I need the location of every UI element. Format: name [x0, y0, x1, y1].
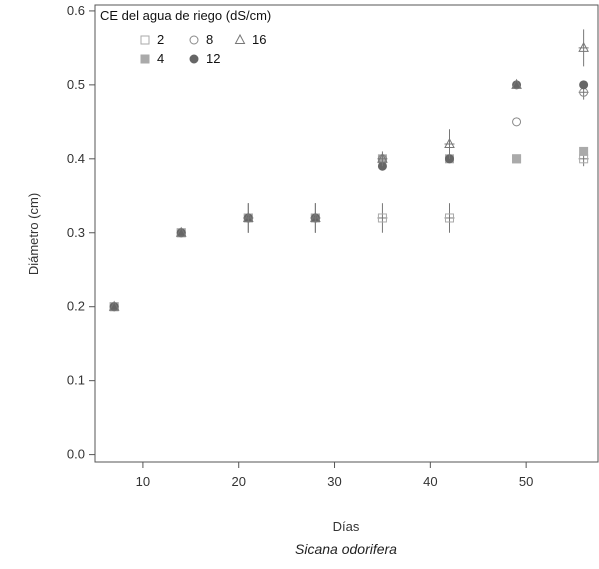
legend-entry-label: 8 [206, 32, 213, 47]
legend-marker [189, 54, 199, 64]
data-point [512, 117, 522, 127]
legend: CE del agua de riego (dS/cm)2 8 164 12 [100, 8, 271, 66]
series-16 [108, 29, 589, 311]
data-point [512, 154, 522, 164]
data-point [310, 211, 321, 222]
legend-entry-label: 12 [206, 51, 220, 66]
x-tick-label: 50 [519, 474, 533, 489]
data-point [377, 213, 387, 223]
x-axis-title: Días [333, 519, 360, 534]
legend-marker [140, 35, 150, 45]
y-tick-label: 0.5 [67, 77, 85, 92]
plot-frame [94, 4, 599, 463]
data-point [444, 213, 454, 223]
data-point [108, 300, 120, 311]
x-axis: 10 20 30 40 50 [136, 462, 533, 489]
x-tick-label: 40 [423, 474, 437, 489]
y-tick-label: 0.6 [67, 3, 85, 18]
data-point [175, 226, 187, 237]
y-tick-label: 0.2 [67, 299, 85, 314]
data-point [578, 41, 589, 52]
data-point [444, 137, 455, 149]
x-tick-label: 30 [327, 474, 341, 489]
data-point [579, 146, 589, 156]
legend-entry-label: 4 [157, 51, 164, 66]
y-axis-title: Diámetro (cm) [26, 193, 41, 275]
data-point [511, 78, 522, 89]
legend-marker [234, 33, 246, 44]
legend-marker [189, 35, 199, 45]
x-tick-label: 20 [231, 474, 245, 489]
y-tick-label: 0.1 [67, 373, 85, 388]
y-tick-label: 0.0 [67, 447, 85, 462]
x-tick-label: 10 [136, 474, 150, 489]
data-marks [108, 29, 589, 312]
data-point [579, 80, 589, 90]
data-point [242, 211, 254, 222]
legend-title: CE del agua de riego (dS/cm) [100, 8, 271, 23]
y-axis: 0.0 0.1 0.2 0.3 0.4 0.5 0.6 [67, 3, 95, 462]
y-tick-label: 0.3 [67, 225, 85, 240]
legend-entry-label: 16 [252, 32, 266, 47]
data-point [377, 152, 388, 163]
legend-entry-label: 2 [157, 32, 164, 47]
chart-caption: Sicana odorifera [295, 541, 397, 557]
y-tick-label: 0.4 [67, 151, 85, 166]
plot-border [94, 4, 599, 463]
legend-marker [140, 54, 150, 64]
